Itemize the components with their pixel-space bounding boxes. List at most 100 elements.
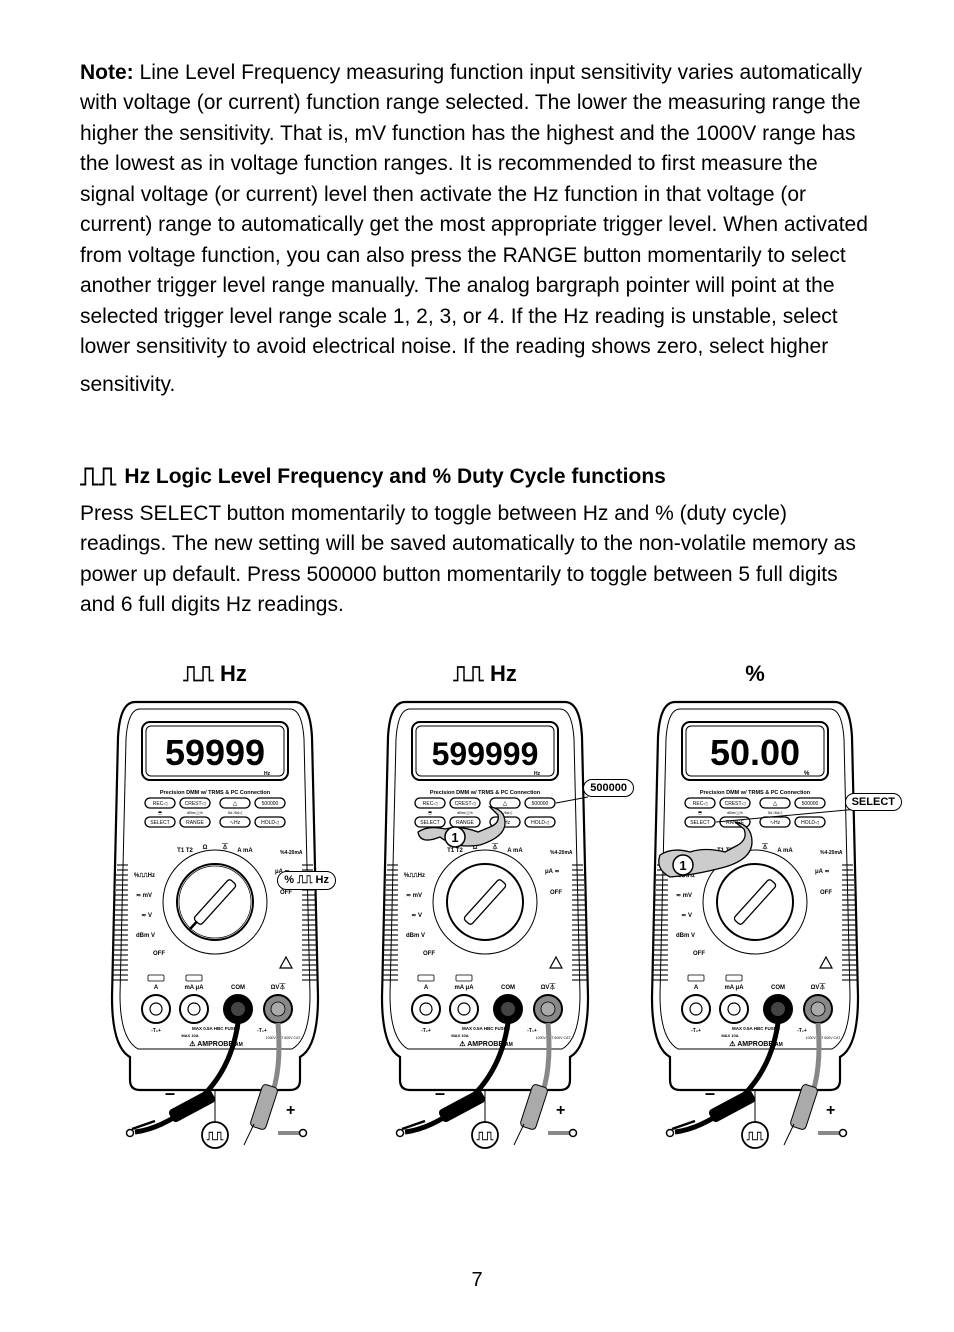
svg-text:–: – [435,1083,445,1103]
meter-column-1: ⎍⎍ Hz 59999 Hz Precision DMM w/ TRMS & P… [90,661,340,1162]
svg-text:-T₂+: -T₂+ [151,1028,161,1034]
svg-text:COM: COM [501,985,515,991]
svg-text:MAX 0.5A HBC FUSED: MAX 0.5A HBC FUSED [732,1026,781,1031]
svg-text:MAX 0.5A HBC FUSED: MAX 0.5A HBC FUSED [462,1026,511,1031]
multimeter-diagram-2: 599999 Hz Precision DMM w/ TRMS & PC Con… [360,697,610,1157]
svg-text:∿Hz: ∿Hz [230,820,241,826]
section-body: Press SELECT button momentarily to toggl… [80,499,874,621]
svg-text:50.00: 50.00 [710,732,800,773]
svg-text:Hz: Hz [534,771,541,777]
svg-text:%: % [804,771,810,777]
page-number: 7 [0,1269,954,1292]
svg-text:≂ V: ≂ V [411,913,422,919]
svg-text:⏄: ⏄ [221,843,229,851]
svg-text:COM: COM [231,985,245,991]
meter-label-1: ⎍⎍ Hz [90,661,340,687]
svg-text:MAX 10A: MAX 10A [451,1033,468,1038]
svg-text:dBm V: dBm V [676,933,695,939]
svg-text:SELECT: SELECT [150,820,169,826]
svg-text:mA μA: mA μA [184,985,204,991]
figure-row: ⎍⎍ Hz 59999 Hz Precision DMM w/ TRMS & P… [80,661,874,1162]
svg-text:A: A [154,985,159,991]
svg-text:599999: 599999 [432,736,539,772]
svg-text:A: A [424,985,429,991]
svg-text:⎍⎍: ⎍⎍ [476,1129,494,1143]
svg-text:OFF: OFF [550,890,562,896]
svg-text:-T₁+: -T₁+ [797,1028,807,1034]
svg-text:dBm/△%: dBm/△% [457,810,473,815]
svg-text:ΩV⏄: ΩV⏄ [541,983,557,991]
svg-text:dBm/△%: dBm/△% [727,810,743,815]
svg-text:∿Hz: ∿Hz [770,820,781,826]
svg-text:HOLD◁: HOLD◁ [531,820,549,826]
svg-text:A: A [694,985,699,991]
svg-text:-T₁+: -T₁+ [527,1028,537,1034]
svg-text:MAX 10A: MAX 10A [721,1033,738,1038]
svg-text:dBm/△%: dBm/△% [187,810,203,815]
svg-text:≂ mV: ≂ mV [406,893,422,899]
svg-text:5d /6d◁: 5d /6d◁ [768,810,783,815]
svg-text:⬒: ⬒ [158,810,162,815]
svg-text:-T₂+: -T₂+ [691,1028,701,1034]
svg-text:△: △ [773,801,778,807]
svg-text:mA μA: mA μA [454,985,474,991]
svg-text:REC◁: REC◁ [423,801,438,807]
note-tail: sensitivity. [80,370,874,400]
multimeter-diagram-3: 50.00 % Precision DMM w/ TRMS & PC Conne… [630,697,880,1157]
svg-text:A mA: A mA [507,848,523,854]
svg-text:⬒: ⬒ [698,810,702,815]
svg-text:ΩV⏄: ΩV⏄ [811,983,827,991]
note-paragraph: Note: Line Level Frequency measuring fun… [80,58,874,362]
svg-text:RANGE: RANGE [186,820,204,826]
button-callout-3: SELECT [845,793,902,811]
svg-text:SELECT: SELECT [420,820,439,826]
svg-text:dBm V: dBm V [136,933,155,939]
svg-text:1000V CAT 600V CAT: 1000V CAT 600V CAT [536,1036,571,1040]
svg-text:1000V CAT 600V CAT: 1000V CAT 600V CAT [266,1036,301,1040]
svg-text:REC◁: REC◁ [153,801,168,807]
svg-text:500000: 500000 [802,801,819,807]
svg-text:T1 T2: T1 T2 [177,848,193,854]
section-heading: ⎍⎍ Hz Logic Level Frequency and % Duty C… [80,461,874,493]
svg-text:≂ mV: ≂ mV [676,893,692,899]
svg-text:5d /6d◁: 5d /6d◁ [228,810,243,815]
svg-text:⎍⎍: ⎍⎍ [206,1129,224,1143]
svg-text:%4-20mA: %4-20mA [280,850,303,856]
svg-text:⬒: ⬒ [428,810,432,815]
meter-label-2: ⎍⎍ Hz [360,661,610,687]
svg-text:%4-20mA: %4-20mA [820,850,843,856]
svg-text:REC◁: REC◁ [693,801,708,807]
svg-text:COM: COM [771,985,785,991]
note-text: Line Level Frequency measuring function … [80,61,868,358]
svg-text:%⎍⎍Hz: %⎍⎍Hz [404,872,425,879]
svg-text:1: 1 [679,858,686,873]
svg-text:%4-20mA: %4-20mA [550,850,573,856]
svg-text:SELECT: SELECT [690,820,709,826]
svg-text:+: + [556,1102,565,1119]
svg-text:CREST◁: CREST◁ [185,801,206,807]
svg-text:%⎍⎍Hz: %⎍⎍Hz [134,872,155,879]
svg-text:500000: 500000 [262,801,279,807]
svg-text:≂ V: ≂ V [141,913,152,919]
svg-text:μA ≂: μA ≂ [545,869,559,875]
svg-text:OFF: OFF [820,890,832,896]
svg-text:CREST◁: CREST◁ [725,801,746,807]
meter-column-3: % 50.00 % Precision DMM w/ TRMS & PC Con… [630,661,880,1162]
svg-text:ΩV⏄: ΩV⏄ [271,983,287,991]
svg-text:OFF: OFF [153,951,165,957]
square-wave-icon: ⎍⎍ [80,461,116,493]
svg-text:Hz: Hz [264,771,271,777]
svg-text:+: + [826,1102,835,1119]
note-label: Note: [80,61,134,84]
svg-text:-T₂+: -T₂+ [421,1028,431,1034]
svg-text:MAX 10A: MAX 10A [181,1033,198,1038]
meter-column-2: ⎍⎍ Hz 599999 Hz Precision DMM w/ TRMS & … [360,661,610,1162]
multimeter-diagram-1: 59999 Hz Precision DMM w/ TRMS & PC Conn… [90,697,340,1157]
svg-text:HOLD◁: HOLD◁ [261,820,279,826]
svg-text:-T₁+: -T₁+ [257,1028,267,1034]
dial-callout-1: % ⎍⎍ Hz [277,871,336,890]
svg-text:CREST◁: CREST◁ [455,801,476,807]
svg-text:OFF: OFF [280,890,292,896]
svg-text:≂ V: ≂ V [681,913,692,919]
svg-text:⏄: ⏄ [491,843,499,851]
